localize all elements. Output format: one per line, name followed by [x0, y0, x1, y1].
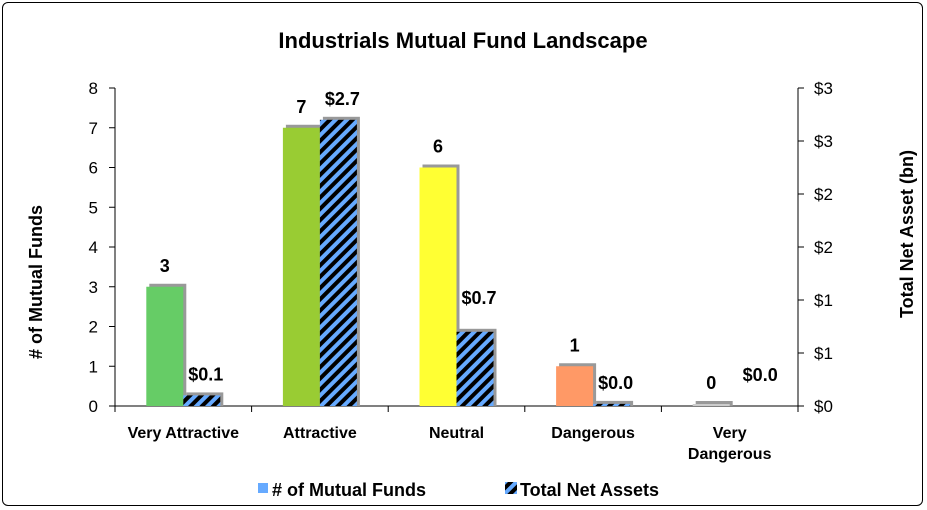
legend: # of Mutual Funds Total Net Assets — [258, 480, 659, 500]
x-tick-label-line: Dangerous — [551, 425, 635, 442]
x-tick-label: Attractive — [283, 425, 357, 442]
x-tick-label-line: Attractive — [283, 425, 357, 442]
bar-shadow — [695, 401, 733, 406]
y2-tick-label: $3 — [814, 79, 833, 98]
y2-tick-label: $1 — [814, 291, 833, 310]
data-label-mutual-funds: 3 — [160, 256, 170, 276]
x-tick-label-line: Dangerous — [688, 446, 772, 463]
bar-net-assets — [456, 331, 494, 406]
legend-swatch-net-assets — [505, 482, 517, 494]
data-label-net-assets: $0.0 — [598, 373, 633, 393]
y-axis-title: # of Mutual Funds — [26, 205, 46, 359]
y-tick-label: 1 — [89, 357, 98, 376]
data-label-mutual-funds: 1 — [570, 335, 580, 355]
y2-tick-label: $0 — [814, 397, 833, 416]
x-tick-label-line: Very — [713, 425, 747, 442]
axes: 0 1 2 3 4 5 6 7 8 $0 $1 $1 $2 $2 $3 $3 Very Attractive At… — [89, 79, 833, 463]
legend-label-net-assets: Total Net Assets — [520, 480, 659, 500]
bar-mutual-funds — [282, 127, 320, 406]
bar-net-assets — [183, 395, 221, 406]
y2-tick-label: $2 — [814, 238, 833, 257]
y-tick-label: 3 — [89, 278, 98, 297]
y2-tick-label: $2 — [814, 185, 833, 204]
bar-net-assets — [319, 119, 357, 407]
data-label-net-assets: $0.0 — [743, 365, 778, 385]
x-tick-label: Very Dangerous — [688, 425, 772, 463]
y-tick-label: 6 — [89, 159, 98, 178]
chart-title: Industrials Mutual Fund Landscape — [278, 28, 647, 53]
data-label-net-assets: $2.7 — [325, 89, 360, 109]
y-tick-label: 0 — [89, 397, 98, 416]
bar-mutual-funds — [692, 404, 730, 406]
data-label-mutual-funds: 0 — [706, 373, 716, 393]
x-tick-label: Very Attractive — [128, 425, 240, 442]
y-tick-label: 4 — [89, 238, 98, 257]
bar-mutual-funds — [556, 366, 594, 406]
y2-axis-title: Total Net Asset (bn) — [897, 150, 917, 318]
data-label-mutual-funds: 6 — [433, 137, 443, 157]
x-tick-label: Neutral — [429, 425, 484, 442]
y-tick-label: 8 — [89, 79, 98, 98]
bar-mutual-funds — [146, 286, 184, 406]
y-tick-label: 2 — [89, 318, 98, 337]
data-labels: 3 $0.1 7 $2.7 6 $0.7 1 $0.0 0 $0.0 — [160, 89, 778, 393]
y-tick-label: 5 — [89, 198, 98, 217]
bars — [146, 116, 733, 407]
x-tick-label: Dangerous — [551, 425, 635, 442]
x-tick-label-line: Very Attractive — [128, 425, 240, 442]
bar-net-assets — [593, 403, 631, 406]
legend-swatch-mutual-funds — [258, 483, 268, 493]
y2-tick-label: $3 — [814, 132, 833, 151]
y2-tick-label: $1 — [814, 344, 833, 363]
bar-mutual-funds — [419, 167, 457, 406]
x-tick-label-line: Neutral — [429, 425, 484, 442]
legend-label-mutual-funds: # of Mutual Funds — [272, 480, 426, 500]
y-tick-label: 7 — [89, 119, 98, 138]
data-label-net-assets: $0.1 — [188, 364, 223, 384]
data-label-mutual-funds: 7 — [296, 97, 306, 117]
data-label-net-assets: $0.7 — [461, 288, 496, 308]
bar-shadow — [596, 400, 634, 406]
